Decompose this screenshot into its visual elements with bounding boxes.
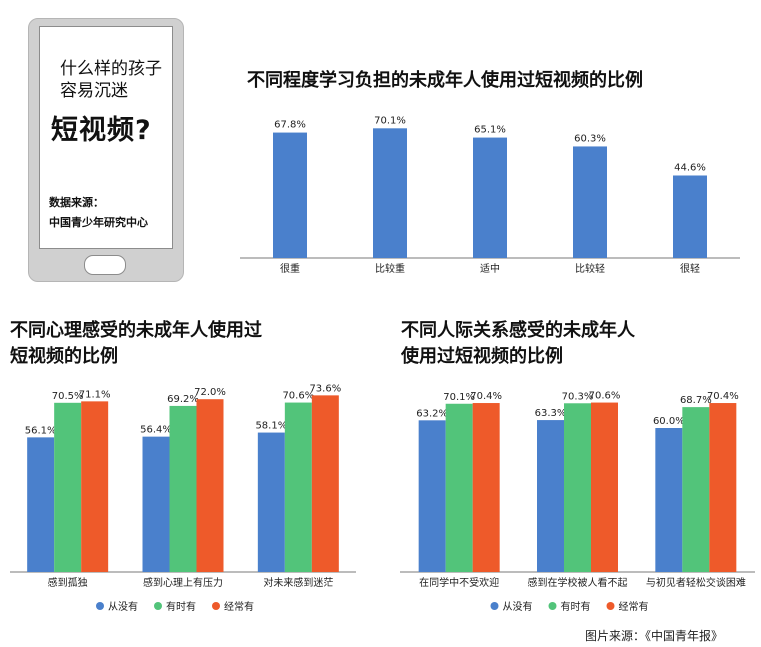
chart2-title-line2: 短视频的比例 [10,346,118,367]
chart2-bar [257,432,285,572]
chart3-bar [564,403,591,572]
chart3-bar [709,403,737,572]
chart1-value-label: 67.8% [274,120,306,131]
chart3-category-label: 感到在学校被人看不起 [528,576,628,589]
chart3-title-line1: 不同人际关系感受的未成年人 [401,320,635,341]
chart3-value-label: 63.2% [416,408,448,419]
chart3-category-label: 与初见者轻松交谈困难 [646,576,746,589]
chart3-value-label: 70.1% [443,392,475,403]
phone-question-line2: 容易沉迷 [60,81,128,101]
chart2-legend-label: 经常有 [224,600,254,613]
chart2-value-label: 56.1% [25,425,57,436]
chart2-category-label: 感到心理上有压力 [143,576,223,589]
chart2-bar [196,399,224,572]
phone-source-name: 中国青少年研究中心 [49,216,148,229]
chart1-category-label: 适中 [480,262,500,275]
chart2-legend-dot [96,602,104,610]
chart2-value-label: 56.4% [140,425,172,436]
phone-question-line1: 什么样的孩子 [60,59,162,79]
chart2-value-label: 71.1% [79,389,111,400]
chart3-bar [418,420,446,572]
chart2-legend-label: 从没有 [108,600,138,613]
chart2-category-label: 感到孤独 [48,576,88,589]
chart1-category-label: 比较轻 [575,262,605,275]
chart2-bar [81,401,109,572]
chart3-bar [445,403,473,572]
chart2-title-line1: 不同心理感受的未成年人使用过 [10,320,262,341]
chart1-value-label: 44.6% [674,162,706,173]
image-credit: 图片来源：《中国青年报》 [585,629,724,643]
chart3-value-label: 70.6% [589,391,621,402]
chart3-title-line2: 使用过短视频的比例 [401,346,563,367]
chart2-value-label: 72.0% [194,387,226,398]
chart2-value-label: 69.2% [167,394,199,405]
chart2-value-label: 73.6% [309,383,341,394]
chart2-legend-dot [154,602,162,610]
phone-home-button [84,255,126,275]
chart1-value-label: 60.3% [574,133,606,144]
chart1-category-label: 很轻 [680,262,700,275]
chart1-bar [573,146,607,258]
chart3-value-label: 63.3% [535,408,567,419]
chart2-legend-label: 有时有 [166,600,196,613]
chart3-value-label: 70.3% [562,391,594,402]
chart3-bar [682,407,710,572]
chart2-bar [284,402,312,572]
chart2-category-label: 对未来感到迷茫 [263,576,333,589]
chart3-bar [472,403,500,572]
chart3-category-label: 在同学中不受欢迎 [419,576,499,589]
chart2-bar [54,402,82,572]
chart2-value-label: 70.6% [282,391,314,402]
chart1-bar [473,137,507,258]
chart3-legend-label: 经常有 [619,600,649,613]
chart3-legend-label: 有时有 [561,600,591,613]
chart2-legend-dot [212,602,220,610]
chart1-value-label: 65.1% [474,125,506,136]
chart3-value-label: 70.4% [470,391,502,402]
chart1-bar [673,175,707,258]
chart3-value-label: 70.4% [707,391,739,402]
chart3-value-label: 68.7% [680,395,712,406]
phone-screen [39,26,173,249]
chart1-category-label: 比较重 [375,262,405,275]
chart3-bar [591,402,618,572]
chart3-legend-label: 从没有 [503,600,533,613]
chart1-bar [273,132,307,258]
chart2-value-label: 58.1% [255,421,287,432]
chart3-bar [655,428,683,572]
chart1-value-label: 70.1% [374,115,406,126]
chart2-bar [142,436,170,572]
chart3-legend-dot [490,602,499,610]
chart3-value-label: 60.0% [653,416,685,427]
chart3-legend-dot [548,602,557,610]
phone-headline: 短视频? [51,115,152,146]
chart2-bar [27,437,55,572]
phone-source-label: 数据来源： [49,196,104,209]
chart2-value-label: 70.5% [52,391,84,402]
chart2-bar [169,405,197,572]
chart1-bar [373,128,407,258]
chart1-title: 不同程度学习负担的未成年人使用过短视频的比例 [247,70,643,91]
chart2-bar [311,395,339,572]
chart3-legend-dot [606,602,615,610]
chart1-category-label: 很重 [280,262,300,275]
chart3-bar [537,420,564,572]
